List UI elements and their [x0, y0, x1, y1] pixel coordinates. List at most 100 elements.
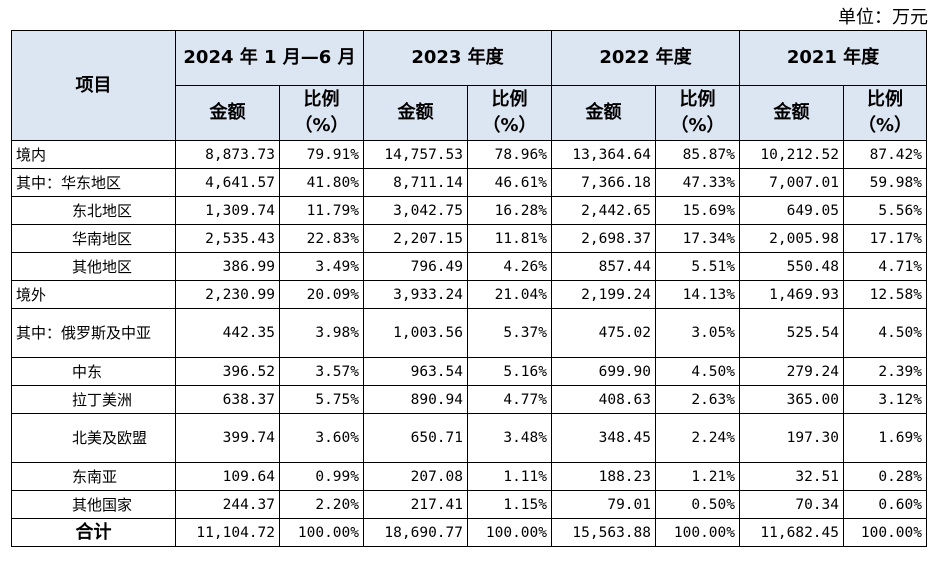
- ratio-cell: 0.60%: [843, 490, 927, 519]
- header-ratio-line2: （%）: [857, 115, 913, 136]
- header-ratio: 比例 （%）: [655, 85, 740, 141]
- amount-cell: 188.23: [551, 462, 656, 491]
- header-amount: 金额: [551, 85, 656, 141]
- amount-cell: 109.64: [175, 462, 280, 491]
- header-amount: 金额: [739, 85, 844, 141]
- ratio-cell: 5.37%: [467, 308, 552, 358]
- ratio-cell: 11.79%: [279, 196, 364, 225]
- amount-cell: 197.30: [739, 413, 844, 463]
- table-row: 东南亚 109.64 0.99% 207.08 1.11% 188.23 1.21% 32.5…: [11, 462, 927, 491]
- table-row: 拉丁美洲 638.37 5.75% 890.94 4.77% 408.63 2.63% 365…: [11, 385, 927, 414]
- ratio-cell: 3.48%: [467, 413, 552, 463]
- amount-cell: 3,042.75: [363, 196, 468, 225]
- ratio-cell: 59.98%: [843, 168, 927, 197]
- header-ratio-line2: （%）: [482, 115, 537, 136]
- amount-cell: 699.90: [551, 357, 656, 386]
- header-period-2024h1: 2024 年 1 月—6 月: [175, 30, 364, 86]
- amount-cell: 2,230.99: [175, 280, 280, 309]
- ratio-cell: 11.81%: [467, 224, 552, 253]
- amount-cell: 2,207.15: [363, 224, 468, 253]
- table-row: 东北地区 1,309.74 11.79% 3,042.75 16.28% 2,442.65…: [11, 196, 927, 225]
- header-period-2021: 2021 年度: [739, 30, 927, 86]
- amount-cell: 650.71: [363, 413, 468, 463]
- ratio-cell: 16.28%: [467, 196, 552, 225]
- row-label: 其他地区: [11, 252, 176, 281]
- table-row: 境内 8,873.73 79.91% 14,757.53 78.96% 13,364.64…: [11, 140, 927, 169]
- ratio-cell: 3.57%: [279, 357, 364, 386]
- table-row: 其中：华东地区 4,641.57 41.80% 8,711.14 46.61% 7,366…: [11, 168, 927, 197]
- ratio-cell: 1.21%: [655, 462, 740, 491]
- amount-cell: 70.34: [739, 490, 844, 519]
- amount-cell: 8,711.14: [363, 168, 468, 197]
- ratio-cell: 4.71%: [843, 252, 927, 281]
- ratio-cell: 21.04%: [467, 280, 552, 309]
- row-label: 北美及欧盟: [11, 413, 176, 463]
- table-row: 其中：俄罗斯及中亚 442.35 3.98% 1,003.56 5.37% 475.02 3…: [11, 308, 927, 358]
- row-label: 东南亚: [11, 462, 176, 491]
- table-row: 其他地区 386.99 3.49% 796.49 4.26% 857.44 5.51% 550…: [11, 252, 927, 281]
- amount-cell: 14,757.53: [363, 140, 468, 169]
- amount-cell: 408.63: [551, 385, 656, 414]
- row-label: 拉丁美洲: [11, 385, 176, 414]
- total-ratio-cell: 100.00%: [843, 518, 927, 547]
- row-label: 其中：俄罗斯及中亚: [11, 308, 176, 358]
- row-label: 华南地区: [11, 224, 176, 253]
- total-ratio-cell: 100.00%: [655, 518, 740, 547]
- total-amount-cell: 11,104.72: [175, 518, 280, 547]
- amount-cell: 475.02: [551, 308, 656, 358]
- amount-cell: 10,212.52: [739, 140, 844, 169]
- unit-label: 单位：万元: [838, 7, 928, 28]
- ratio-cell: 2.20%: [279, 490, 364, 519]
- amount-cell: 2,005.98: [739, 224, 844, 253]
- row-label: 其他国家: [11, 490, 176, 519]
- ratio-cell: 0.99%: [279, 462, 364, 491]
- header-ratio-line1: 比例: [679, 89, 716, 110]
- ratio-cell: 4.77%: [467, 385, 552, 414]
- ratio-cell: 4.50%: [655, 357, 740, 386]
- row-label: 境内: [11, 140, 176, 169]
- table-row: 其他国家 244.37 2.20% 217.41 1.15% 79.01 0.50% 70.3…: [11, 490, 927, 519]
- header-ratio-line1: 比例: [867, 89, 903, 110]
- ratio-cell: 0.50%: [655, 490, 740, 519]
- amount-cell: 2,698.37: [551, 224, 656, 253]
- ratio-cell: 5.16%: [467, 357, 552, 386]
- amount-cell: 13,364.64: [551, 140, 656, 169]
- ratio-cell: 0.28%: [843, 462, 927, 491]
- amount-cell: 1,309.74: [175, 196, 280, 225]
- ratio-cell: 20.09%: [279, 280, 364, 309]
- ratio-cell: 79.91%: [279, 140, 364, 169]
- ratio-cell: 17.17%: [843, 224, 927, 253]
- ratio-cell: 85.87%: [655, 140, 740, 169]
- total-amount-cell: 15,563.88: [551, 518, 656, 547]
- total-ratio-cell: 100.00%: [279, 518, 364, 547]
- ratio-cell: 22.83%: [279, 224, 364, 253]
- header-ratio-line1: 比例: [303, 89, 340, 110]
- header-ratio: 比例 （%）: [279, 85, 364, 141]
- amount-cell: 279.24: [739, 357, 844, 386]
- amount-cell: 550.48: [739, 252, 844, 281]
- total-amount-cell: 11,682.45: [739, 518, 844, 547]
- ratio-cell: 12.58%: [843, 280, 927, 309]
- amount-cell: 857.44: [551, 252, 656, 281]
- header-amount: 金额: [175, 85, 280, 141]
- header-ratio: 比例 （%）: [843, 85, 927, 141]
- amount-cell: 79.01: [551, 490, 656, 519]
- header-ratio-line1: 比例: [491, 89, 528, 110]
- ratio-cell: 1.15%: [467, 490, 552, 519]
- header-period-2023: 2023 年度: [363, 30, 552, 86]
- ratio-cell: 2.39%: [843, 357, 927, 386]
- table-row: 中东 396.52 3.57% 963.54 5.16% 699.90 4.50% 279.2…: [11, 357, 927, 386]
- ratio-cell: 15.69%: [655, 196, 740, 225]
- ratio-cell: 4.50%: [843, 308, 927, 358]
- ratio-cell: 3.98%: [279, 308, 364, 358]
- amount-cell: 365.00: [739, 385, 844, 414]
- ratio-cell: 46.61%: [467, 168, 552, 197]
- amount-cell: 4,641.57: [175, 168, 280, 197]
- amount-cell: 638.37: [175, 385, 280, 414]
- amount-cell: 2,442.65: [551, 196, 656, 225]
- ratio-cell: 2.63%: [655, 385, 740, 414]
- ratio-cell: 41.80%: [279, 168, 364, 197]
- ratio-cell: 4.26%: [467, 252, 552, 281]
- ratio-cell: 78.96%: [467, 140, 552, 169]
- row-label: 其中：华东地区: [11, 168, 176, 197]
